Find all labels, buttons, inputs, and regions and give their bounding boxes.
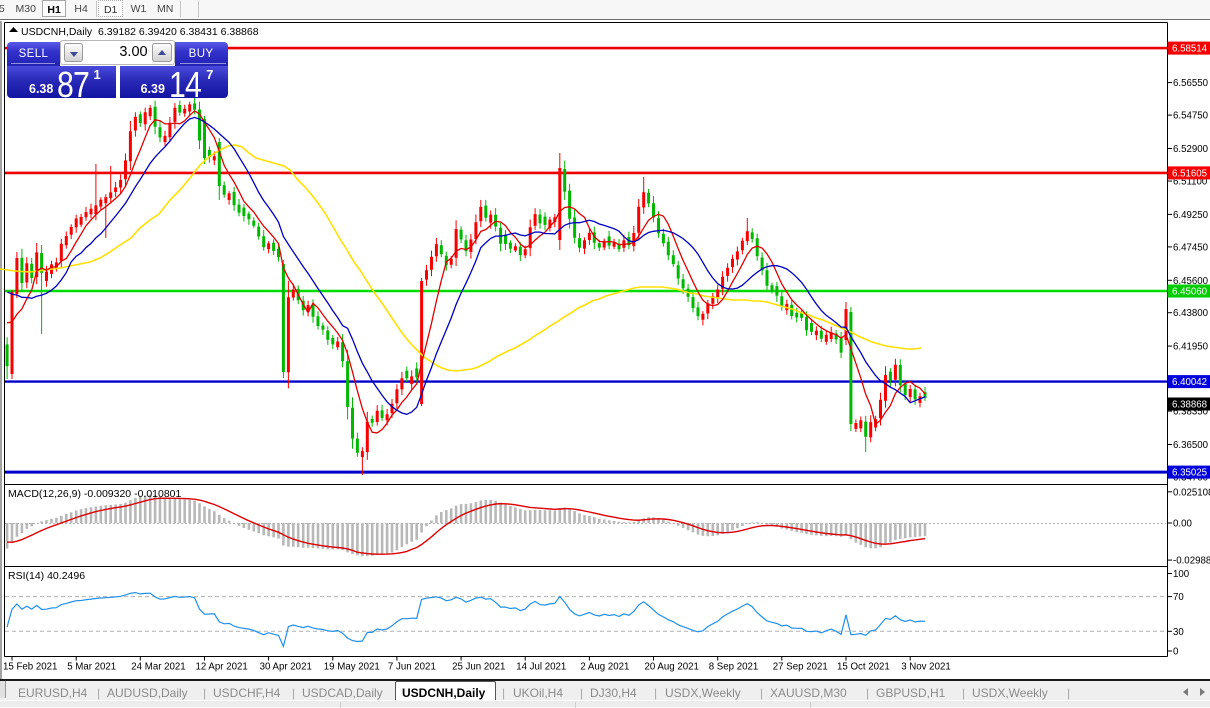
svg-text:6.41950: 6.41950: [1173, 342, 1209, 353]
svg-text:20 Aug 2021: 20 Aug 2021: [645, 662, 699, 673]
svg-text:25 Jun 2021: 25 Jun 2021: [452, 662, 505, 673]
svg-text:6.54750: 6.54750: [1173, 111, 1209, 122]
svg-text:6.52900: 6.52900: [1173, 144, 1209, 155]
svg-text:RSI(14) 40.2496: RSI(14) 40.2496: [8, 570, 85, 582]
svg-text:100: 100: [1173, 569, 1190, 580]
svg-text:70: 70: [1173, 592, 1184, 603]
svg-text:6.36500: 6.36500: [1173, 440, 1209, 451]
svg-text:15 Feb 2021: 15 Feb 2021: [3, 662, 57, 673]
svg-text:3 Nov 2021: 3 Nov 2021: [901, 662, 951, 673]
svg-text:6.47450: 6.47450: [1173, 242, 1209, 253]
svg-text:15 Oct 2021: 15 Oct 2021: [837, 662, 890, 673]
svg-text:6.51605: 6.51605: [1172, 168, 1207, 179]
svg-text:6.40042: 6.40042: [1172, 377, 1207, 388]
svg-text:6.58514: 6.58514: [1172, 44, 1208, 55]
svg-text:0.00: 0.00: [1173, 519, 1192, 530]
svg-text:30 Apr 2021: 30 Apr 2021: [260, 662, 312, 673]
svg-text:24 Mar 2021: 24 Mar 2021: [131, 662, 185, 673]
svg-text:2 Aug 2021: 2 Aug 2021: [580, 662, 629, 673]
svg-text:14 Jul 2021: 14 Jul 2021: [516, 662, 566, 673]
svg-text:8 Sep 2021: 8 Sep 2021: [709, 662, 759, 673]
svg-text:6.56550: 6.56550: [1173, 78, 1209, 89]
svg-text:30: 30: [1173, 627, 1184, 638]
svg-text:6.35025: 6.35025: [1172, 468, 1207, 479]
svg-text:12 Apr 2021: 12 Apr 2021: [196, 662, 248, 673]
svg-text:6.49250: 6.49250: [1173, 210, 1209, 221]
svg-text:USDCNH,Daily 6.39182 6.39420: USDCNH,Daily 6.39182 6.39420 6.38431 6.3…: [21, 26, 259, 38]
svg-text:7 Jun 2021: 7 Jun 2021: [388, 662, 436, 673]
svg-text:19 May 2021: 19 May 2021: [324, 662, 380, 673]
svg-text:6.38868: 6.38868: [1172, 400, 1207, 411]
svg-text:27 Sep 2021: 27 Sep 2021: [773, 662, 828, 673]
svg-text:0: 0: [1173, 647, 1179, 658]
svg-text:6.45060: 6.45060: [1172, 287, 1208, 298]
svg-text:0.025108: 0.025108: [1173, 487, 1210, 498]
svg-text:6.43800: 6.43800: [1173, 308, 1209, 319]
svg-text:5 Mar 2021: 5 Mar 2021: [67, 662, 116, 673]
svg-text:MACD(12,26,9) -0.009320 -0.010: MACD(12,26,9) -0.009320 -0.010801: [8, 488, 182, 500]
